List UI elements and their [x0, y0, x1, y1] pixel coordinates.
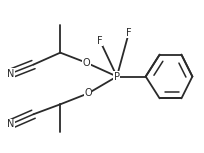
Text: F: F [97, 36, 103, 46]
Text: N: N [7, 119, 14, 129]
Text: F: F [126, 28, 132, 38]
Text: P: P [114, 71, 120, 82]
Text: O: O [82, 58, 90, 68]
Text: N: N [7, 69, 14, 78]
Text: O: O [84, 88, 92, 98]
